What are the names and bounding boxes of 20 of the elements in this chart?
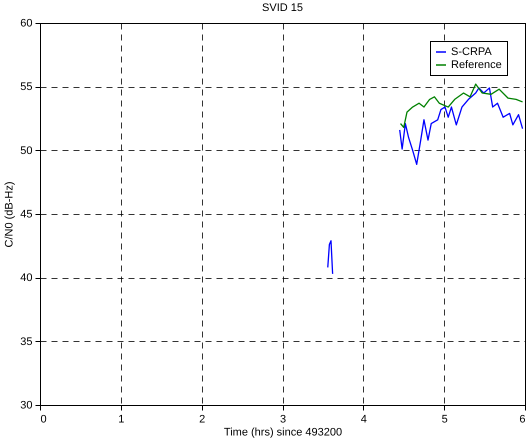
legend-label: S-CRPA: [451, 46, 492, 58]
legend-label: Reference: [451, 59, 502, 71]
y-tick-label: 50: [20, 144, 32, 157]
y-tick-label: 35: [20, 336, 32, 348]
chart-title: SVID 15: [262, 2, 303, 14]
x-tick-label: 0: [40, 414, 47, 426]
x-tick-label: 1: [118, 414, 124, 426]
line-series: [400, 83, 524, 128]
x-tick-label: 3: [280, 414, 286, 426]
y-tick-label: 45: [20, 208, 32, 220]
y-tick-label: 60: [20, 18, 32, 30]
y-tick-label: 55: [20, 81, 32, 94]
x-tick-label: 5: [442, 414, 448, 426]
y-tick-label: 40: [20, 272, 32, 284]
x-tick-label: 4: [360, 414, 367, 426]
y-axis-title: C/N0 (dB-Hz): [3, 181, 16, 248]
x-tick-label: 6: [519, 414, 526, 426]
y-tick-label: 30: [20, 400, 32, 412]
x-tick-label: 2: [199, 414, 206, 426]
x-axis-title: Time (hrs) since 493200: [224, 426, 342, 438]
